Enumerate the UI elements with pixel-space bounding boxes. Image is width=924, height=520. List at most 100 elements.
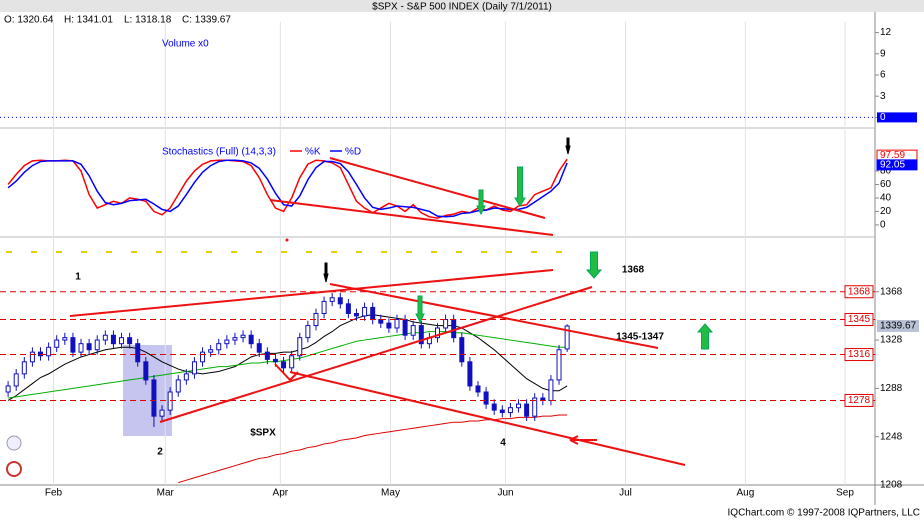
candle-body <box>216 343 222 351</box>
candle-body <box>418 325 424 345</box>
ohlc-low: L: 1318.18 <box>124 15 172 26</box>
candle-body <box>305 325 311 339</box>
candle-body <box>127 337 133 345</box>
legend-label: %D <box>345 147 361 158</box>
event-marker <box>81 251 87 253</box>
candle-body <box>564 325 570 350</box>
event-marker <box>256 251 262 253</box>
trend-line <box>289 371 299 381</box>
reset-icon[interactable] <box>6 461 22 477</box>
trend-line <box>274 363 291 381</box>
candle-body <box>46 346 52 357</box>
candle-body <box>329 297 335 302</box>
candle-body <box>29 351 35 363</box>
y-tick-label: 9 <box>880 48 886 59</box>
last-price-box <box>877 319 919 332</box>
value-box <box>876 159 918 171</box>
level-label: 1345 <box>848 314 871 325</box>
event-marker <box>506 251 512 253</box>
candle-body <box>86 343 92 351</box>
candle-body <box>337 297 343 305</box>
event-marker <box>6 251 12 253</box>
level-label: 1316 <box>848 349 871 360</box>
event-marker <box>131 251 137 253</box>
chart-title: $SPX - S&P 500 INDEX (Daily 7/1/2011) <box>372 2 552 13</box>
candle-body <box>5 385 11 393</box>
event-marker <box>281 251 287 253</box>
event-marker <box>56 251 62 253</box>
arrow <box>476 189 486 216</box>
y-tick-label: 1288 <box>880 383 903 394</box>
candle-body <box>516 403 522 409</box>
level-label: 1278 <box>848 395 871 406</box>
candle-body <box>110 334 116 345</box>
candle-body <box>370 306 376 321</box>
candle-body <box>264 351 270 360</box>
zoom-icon[interactable] <box>6 435 22 451</box>
arrow <box>696 323 714 350</box>
annotation: 1368 <box>622 265 645 276</box>
x-tick-label: Apr <box>273 488 289 499</box>
candle-body <box>297 337 303 357</box>
level-box <box>844 393 874 407</box>
event-marker <box>556 251 562 253</box>
candle-body <box>62 337 68 341</box>
y-tick-label: 3 <box>880 91 886 102</box>
candle-body <box>499 409 505 414</box>
event-marker <box>381 251 387 253</box>
candle-body <box>548 379 554 401</box>
candle-body <box>556 349 562 381</box>
footer: IQChart.com © 1997-2008 IQPartners, LLC <box>728 508 920 519</box>
candle-body <box>224 339 230 345</box>
candle-body <box>281 361 287 369</box>
candle-body <box>443 319 449 329</box>
arrow <box>415 295 425 324</box>
candle-body <box>240 334 246 339</box>
moving-average <box>178 414 568 484</box>
header-bar <box>0 0 924 12</box>
candle-body <box>13 373 19 387</box>
event-marker <box>481 251 487 253</box>
candle-body <box>459 337 465 363</box>
candle-body <box>38 351 44 357</box>
candle-body <box>143 361 149 381</box>
level-box <box>844 285 874 299</box>
candle-body <box>378 319 384 324</box>
y-tick-label: 1368 <box>880 286 903 297</box>
candle-body <box>289 355 295 369</box>
trend-line <box>329 283 659 349</box>
candle-body <box>524 403 530 417</box>
value-box <box>877 112 917 123</box>
candle-body <box>321 300 327 314</box>
candle-body <box>159 409 165 417</box>
candle-body <box>78 343 84 353</box>
x-tick-label: Jun <box>497 488 513 499</box>
trend-line <box>569 439 579 445</box>
candle-body <box>119 337 125 345</box>
x-tick-label: Jul <box>619 488 632 499</box>
event-marker <box>531 251 537 253</box>
value-box-label: 92.05 <box>880 160 905 171</box>
candle-body <box>21 361 27 375</box>
candle-body <box>507 407 513 414</box>
event-marker <box>356 251 362 253</box>
candle-body <box>54 339 60 348</box>
arrow <box>585 251 603 279</box>
candle-body <box>208 349 214 353</box>
annotation: 1 <box>75 272 81 283</box>
arrow <box>565 137 571 155</box>
trend-line <box>569 435 579 441</box>
candle-body <box>435 327 440 339</box>
value-box-label: 97.59 <box>880 150 905 161</box>
annotation: 4 <box>500 438 506 449</box>
x-tick-label: Aug <box>736 488 754 499</box>
candle-body <box>248 334 254 345</box>
y-tick-label: 40 <box>880 193 892 204</box>
trend-line <box>69 269 554 317</box>
candle-body <box>386 322 392 329</box>
trend-line <box>269 199 554 236</box>
candle-body <box>175 379 181 393</box>
annotation: $SPX <box>250 428 276 439</box>
